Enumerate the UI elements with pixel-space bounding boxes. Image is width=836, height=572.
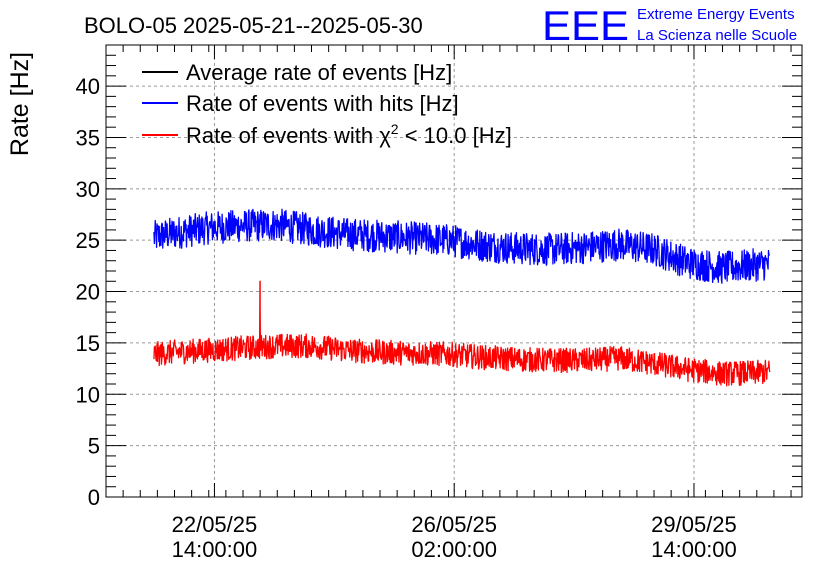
legend-chi2-prefix: Rate of events with (186, 123, 379, 148)
x-tick-time-2: 14:00:00 (651, 537, 737, 562)
legend-label-hits: Rate of events with hits [Hz] (186, 91, 459, 116)
y-tick-label-20: 20 (76, 280, 100, 305)
y-tick-label-30: 30 (76, 177, 100, 202)
x-tick-date-2: 29/05/25 (651, 512, 737, 537)
plot-frame (105, 44, 803, 498)
x-tick-date-1: 26/05/25 (411, 512, 497, 537)
y-tick-label-15: 15 (76, 331, 100, 356)
y-tick-label-35: 35 (76, 125, 100, 150)
x-tick-date-0: 22/05/25 (172, 512, 258, 537)
logo-line1: Extreme Energy Events (637, 6, 795, 23)
eee-logo: EEE Extreme Energy Events La Scienza nel… (542, 2, 797, 49)
axes: 051015202530354022/05/2514:00:0026/05/25… (76, 44, 803, 562)
legend-chi2-suffix: < 10.0 [Hz] (399, 123, 512, 148)
y-tick-label-40: 40 (76, 74, 100, 99)
series-line-1 (153, 208, 771, 284)
legend-chi-superscript: 2 (391, 121, 399, 137)
legend-label-chi2: Rate of events with χ2 < 10.0 [Hz] (186, 121, 512, 148)
y-tick-label-10: 10 (76, 382, 100, 407)
y-tick-label-25: 25 (76, 228, 100, 253)
logo-mark: EEE (542, 2, 629, 49)
legend-chi-symbol: χ (379, 123, 391, 148)
series-group (153, 208, 771, 387)
chart-title: BOLO-05 2025-05-21--2025-05-30 (84, 13, 423, 38)
y-tick-label-0: 0 (88, 485, 100, 510)
y-axis-label: Rate [Hz] (6, 52, 34, 156)
legend-label-average: Average rate of events [Hz] (186, 60, 452, 85)
series-line-2 (153, 280, 771, 387)
x-tick-time-1: 02:00:00 (411, 537, 497, 562)
y-tick-label-5: 5 (88, 434, 100, 459)
x-tick-time-0: 14:00:00 (172, 537, 258, 562)
legend: Average rate of events [Hz] Rate of even… (142, 60, 512, 148)
logo-line2: La Scienza nelle Scuole (637, 27, 797, 44)
